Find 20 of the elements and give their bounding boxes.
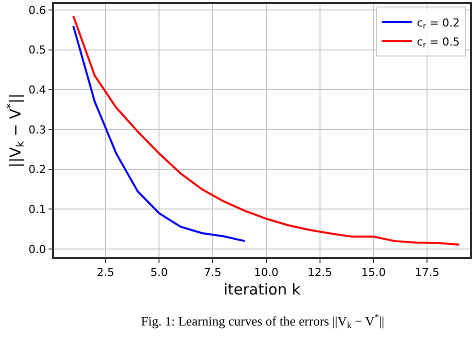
y-tick-label: 0.5 xyxy=(28,44,46,57)
x-axis-title: iteration k xyxy=(224,280,301,298)
y-tick-label: 0.1 xyxy=(28,203,46,216)
y-tick-label: 0.0 xyxy=(28,242,46,256)
x-tick-label: 2.5 xyxy=(96,266,114,279)
legend-label: c$_{r}$ = 0.2 xyxy=(416,16,460,31)
x-tick-label: 7.5 xyxy=(204,266,222,279)
x-tick-label: 10.0 xyxy=(254,266,279,279)
y-tick-label: 0.3 xyxy=(28,123,46,136)
x-tick-label: 15.0 xyxy=(361,266,386,279)
caption: Fig. 1: Learning curves of the errors ||V$_{k}$ − V$^{*}$|| xyxy=(141,312,384,330)
x-tick-label: 5.0 xyxy=(150,266,168,279)
y-tick-label: 0.2 xyxy=(28,163,46,176)
y-tick-label: 0.6 xyxy=(28,4,46,17)
x-tick-label: 17.5 xyxy=(414,266,440,279)
x-tick-label: 12.5 xyxy=(308,266,332,279)
line-series xyxy=(72,24,246,242)
line-series xyxy=(72,14,460,246)
legend-label: c$_{r}$ = 0.5 xyxy=(416,35,460,50)
y-tick-label: 0.4 xyxy=(28,84,46,97)
